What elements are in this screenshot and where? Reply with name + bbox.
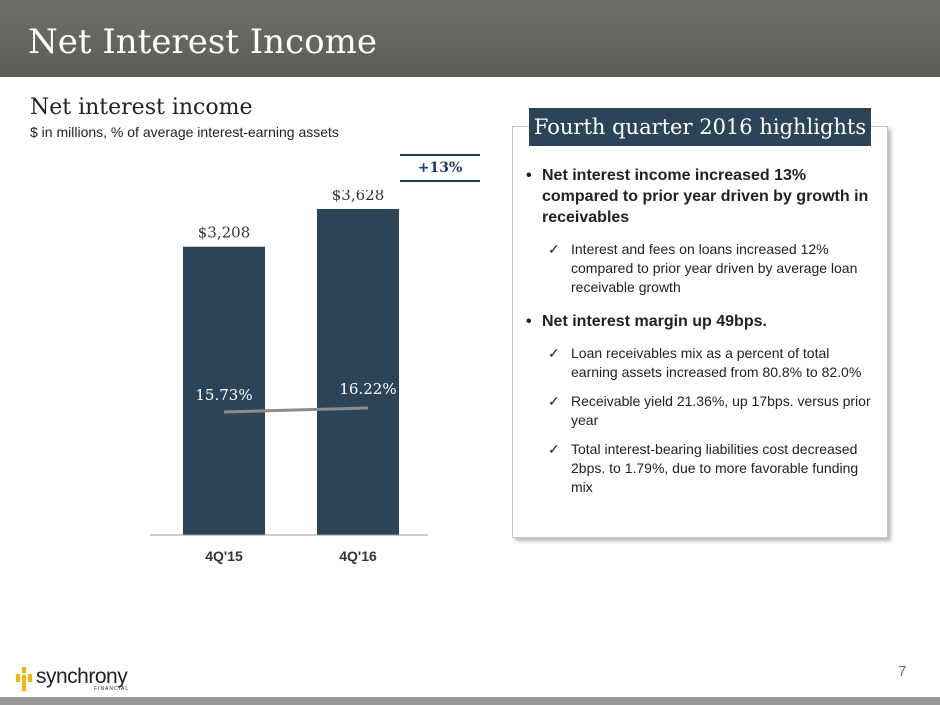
subpoint-text: Loan receivables mix as a percent of tot…: [571, 345, 862, 380]
bar: [183, 246, 265, 535]
bar-value-label: $3,628: [332, 190, 385, 204]
highlight-subpoint: ✓ Interest and fees on loans increased 1…: [526, 240, 878, 297]
highlight-bullet: • Net interest income increased 13% comp…: [526, 165, 878, 228]
highlight-subpoint: ✓ Total interest-bearing liabilities cos…: [526, 440, 878, 497]
subpoint-text: Total interest-bearing liabilities cost …: [571, 441, 859, 495]
checkmark-icon: ✓: [548, 345, 560, 361]
slide-title: Net Interest Income: [28, 22, 377, 62]
bar-value-label: $3,208: [198, 224, 251, 242]
page-number: 7: [898, 663, 907, 680]
margin-line: [223, 406, 369, 414]
highlights-title: Fourth quarter 2016 highlights: [529, 108, 871, 146]
subpoint-text: Interest and fees on loans increased 12%…: [571, 241, 858, 295]
highlight-subpoint: ✓ Loan receivables mix as a percent of t…: [526, 344, 878, 382]
logo-wordmark: synchrony: [36, 665, 128, 688]
x-tick-label: 4Q'16: [339, 548, 377, 564]
bullet-text: Net interest margin up 49bps.: [542, 313, 767, 330]
bullet-text: Net interest income increased 13% compar…: [542, 167, 869, 226]
bullet-icon: •: [526, 313, 532, 330]
x-tick-label: 4Q'15: [205, 548, 243, 564]
highlights-panel: [512, 126, 888, 538]
logo-subtext: FINANCIAL: [94, 686, 130, 692]
checkmark-icon: ✓: [548, 241, 560, 257]
chart-title: Net interest income: [30, 95, 253, 120]
bullet-icon: •: [526, 167, 532, 184]
highlight-subpoint: ✓ Receivable yield 21.36%, up 17bps. ver…: [526, 392, 878, 430]
checkmark-icon: ✓: [548, 441, 560, 457]
checkmark-icon: ✓: [548, 393, 560, 409]
bar-chart: $3,208 4Q'15 $3,628 4Q'16 15.73% 16.22%: [150, 190, 428, 564]
footer-bar: [0, 697, 940, 705]
margin-label: 15.73%: [195, 386, 252, 404]
margin-label: 16.22%: [339, 380, 396, 398]
growth-callout: +13%: [400, 154, 480, 182]
title-bar: Net Interest Income: [0, 0, 940, 77]
chart-subtitle: $ in millions, % of average interest-ear…: [30, 124, 339, 140]
bar: [317, 208, 399, 535]
synchrony-logo-icon: [16, 667, 32, 691]
highlights-body: • Net interest income increased 13% comp…: [526, 165, 878, 507]
highlight-bullet: • Net interest margin up 49bps.: [526, 311, 878, 332]
subpoint-text: Receivable yield 21.36%, up 17bps. versu…: [571, 393, 871, 428]
